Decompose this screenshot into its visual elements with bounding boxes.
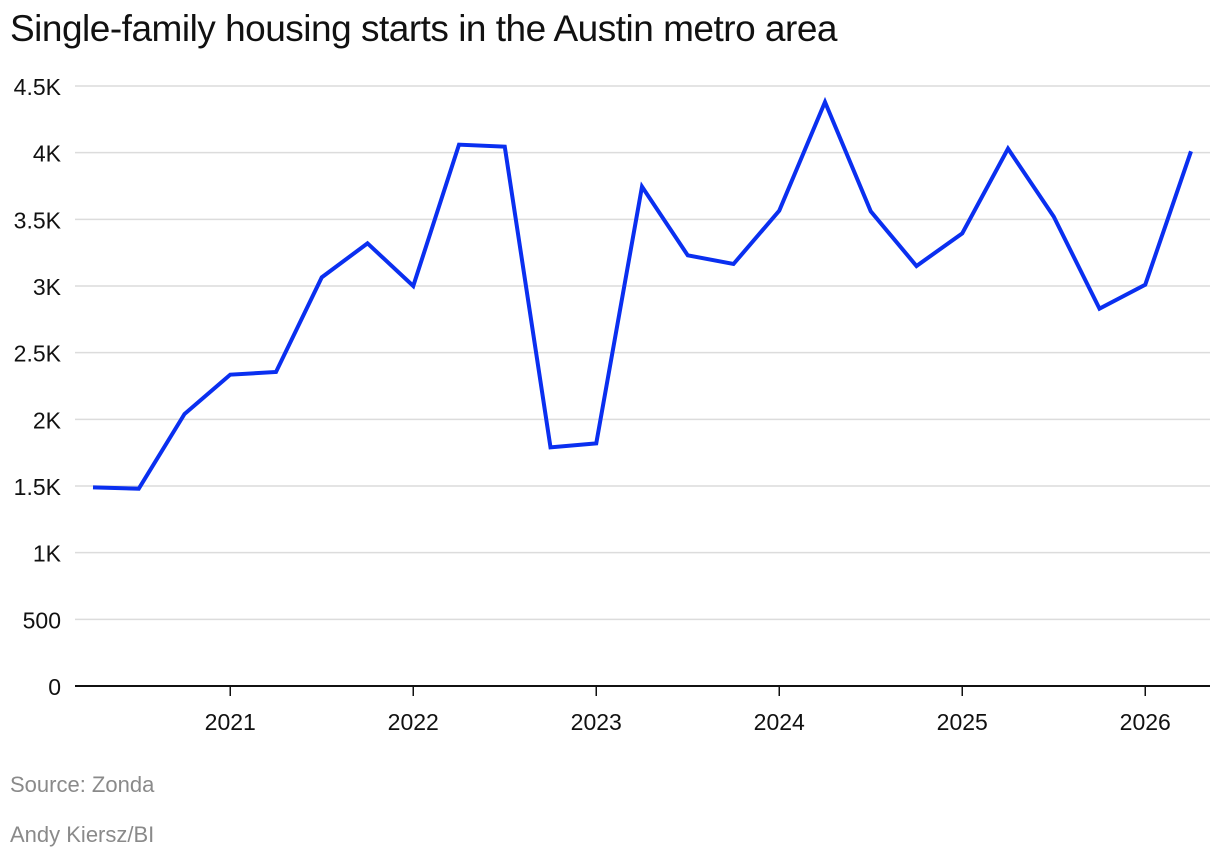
chart-title: Single-family housing starts in the Aust… [10,8,837,49]
x-tick-label: 2024 [754,709,805,735]
y-tick-label: 3.5K [14,207,62,233]
y-tick-label: 0 [48,674,61,700]
gridlines [75,85,1210,621]
y-tick-label: 1.5K [14,474,62,500]
y-tick-label: 4.5K [14,74,62,100]
x-tick-label: 2026 [1120,709,1171,735]
y-tick-label: 2.5K [14,341,62,367]
y-tick-label: 3K [33,274,62,300]
x-tick-label: 2023 [571,709,622,735]
x-tick-label: 2021 [205,709,256,735]
y-tick-label: 500 [23,607,61,633]
y-tick-label: 4K [33,141,62,167]
series-group [92,96,1193,491]
y-axis-ticks: 0 500 1K 1.5K 2K 2.5K 3K 3.5K 4K 4.5K [14,74,62,700]
credit-note: Andy Kiersz/BI [10,822,155,847]
x-axis-ticks: 2021 2022 2023 2024 2025 2026 [205,686,1171,735]
source-note: Source: Zonda [10,772,155,797]
x-tick-label: 2025 [937,709,988,735]
y-tick-label: 2K [33,407,62,433]
x-tick-label: 2022 [388,709,439,735]
series-line [92,96,1193,491]
y-tick-label: 1K [33,541,62,567]
